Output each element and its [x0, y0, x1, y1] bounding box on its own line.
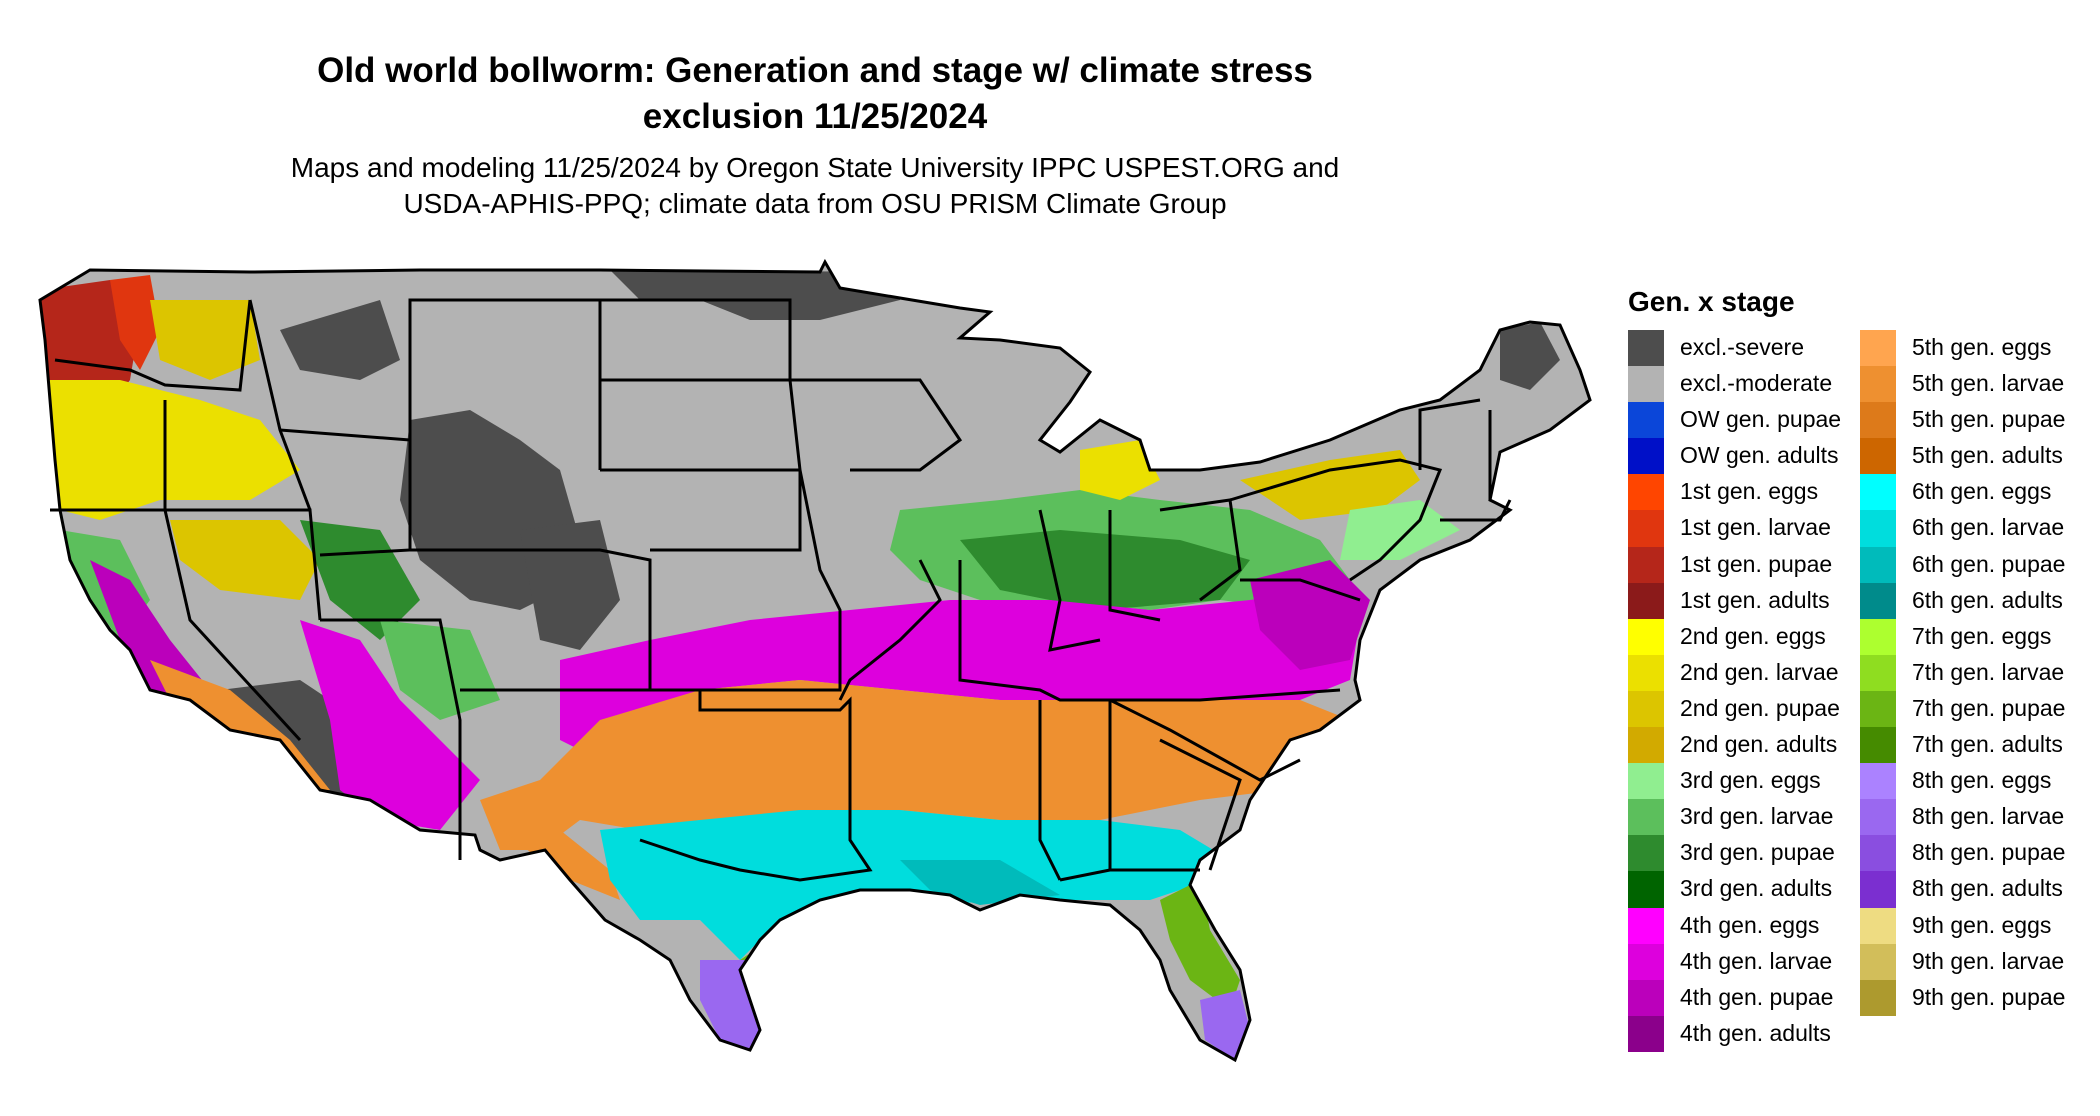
legend-label: 3rd gen. pupae — [1680, 839, 1835, 866]
legend-label: 4th gen. eggs — [1680, 911, 1820, 938]
legend-swatch — [1860, 366, 1896, 403]
legend-label: 5th gen. eggs — [1912, 334, 2052, 360]
legend-swatch — [1628, 727, 1664, 764]
legend-swatch — [1628, 654, 1664, 691]
legend-label: 1st gen. larvae — [1680, 514, 1831, 541]
legend-swatch — [1860, 546, 1896, 583]
legend-label: OW gen. pupae — [1680, 406, 1842, 433]
legend-label: OW gen. adults — [1680, 442, 1839, 469]
legend-swatch — [1860, 582, 1896, 619]
legend-label: 4th gen. larvae — [1680, 947, 1833, 974]
legend-swatch — [1628, 510, 1664, 547]
legend-swatch — [1860, 871, 1896, 908]
legend-label: 8th gen. eggs — [1912, 767, 2052, 794]
legend-swatch — [1628, 474, 1664, 511]
legend-label: 5th gen. larvae — [1912, 370, 2065, 397]
legend-swatch — [1628, 546, 1664, 583]
legend-label: 1st gen. eggs — [1680, 478, 1819, 505]
title-line-2: exclusion 11/25/2024 — [642, 97, 988, 136]
legend-swatch — [1860, 943, 1896, 980]
legend-title: Gen. x stage — [1628, 286, 1795, 317]
legend-label: 4th gen. pupae — [1680, 983, 1834, 1010]
legend-label: excl.-moderate — [1680, 370, 1833, 397]
legend-swatch — [1628, 690, 1664, 728]
legend-swatch — [1628, 330, 1664, 367]
map-subtitle: Maps and modeling 11/25/2024 by Oregon S… — [200, 150, 1430, 222]
legend-swatch — [1860, 474, 1896, 511]
legend-label: 8th gen. pupae — [1912, 839, 2066, 866]
legend-label: 2nd gen. eggs — [1680, 622, 1826, 649]
legend-swatch — [1860, 690, 1896, 728]
legend-swatch — [1628, 979, 1664, 1016]
legend-swatch — [1628, 871, 1664, 908]
title-line-1: Old world bollworm: Generation and stage… — [317, 51, 1313, 90]
map-title: Old world bollworm: Generation and stage… — [200, 48, 1430, 140]
legend-swatch — [1628, 763, 1664, 800]
legend-swatch — [1860, 402, 1896, 439]
legend-label: 3rd gen. larvae — [1680, 803, 1834, 830]
legend-swatch — [1860, 835, 1896, 872]
legend-label: 7th gen. pupae — [1912, 694, 2066, 721]
legend-label: 8th gen. adults — [1912, 875, 2063, 902]
legend-swatch — [1628, 907, 1664, 944]
legend-label: 7th gen. larvae — [1912, 658, 2065, 685]
legend-swatch — [1628, 1015, 1664, 1052]
subtitle-line-2: USDA-APHIS-PPQ; climate data from OSU PR… — [403, 188, 1227, 219]
legend-label: excl.-severe — [1680, 334, 1804, 360]
legend-label: 4th gen. adults — [1680, 1019, 1831, 1046]
legend-label: 5th gen. adults — [1912, 442, 2063, 469]
legend-swatch — [1628, 943, 1664, 980]
legend-swatch — [1860, 510, 1896, 547]
legend-label: 6th gen. pupae — [1912, 550, 2066, 577]
legend-swatch — [1860, 979, 1896, 1016]
legend-label: 6th gen. larvae — [1912, 514, 2065, 541]
legend-label: 9th gen. larvae — [1912, 947, 2065, 974]
legend-swatch — [1860, 763, 1896, 800]
legend-swatch — [1860, 799, 1896, 836]
legend-label: 3rd gen. eggs — [1680, 767, 1821, 794]
legend-label: 9th gen. eggs — [1912, 911, 2052, 938]
legend-swatch — [1860, 727, 1896, 764]
legend-swatch — [1628, 835, 1664, 872]
legend-swatch — [1628, 402, 1664, 439]
legend-label: 1st gen. pupae — [1680, 550, 1833, 577]
subtitle-line-1: Maps and modeling 11/25/2024 by Oregon S… — [290, 152, 1340, 183]
legend-swatch — [1860, 618, 1896, 655]
legend-swatch — [1628, 438, 1664, 475]
legend-label: 9th gen. pupae — [1912, 983, 2066, 1010]
legend-swatch — [1860, 438, 1896, 475]
legend-swatch — [1628, 582, 1664, 619]
legend-label: 1st gen. adults — [1680, 586, 1830, 613]
legend-label: 6th gen. adults — [1912, 586, 2063, 613]
legend-label: 7th gen. eggs — [1912, 622, 2052, 649]
legend-swatch — [1860, 654, 1896, 691]
legend-swatch — [1628, 366, 1664, 403]
us-map — [38, 260, 1592, 1062]
legend-label: 5th gen. pupae — [1912, 406, 2066, 433]
legend-swatch — [1628, 618, 1664, 655]
legend-swatch — [1860, 330, 1896, 367]
legend-label: 2nd gen. pupae — [1680, 694, 1840, 721]
legend-label: 8th gen. larvae — [1912, 803, 2065, 830]
legend-label: 2nd gen. adults — [1680, 731, 1838, 758]
state-borders — [38, 260, 1592, 1062]
legend-swatch — [1860, 907, 1896, 944]
legend-swatch — [1628, 799, 1664, 836]
legend-label: 7th gen. adults — [1912, 731, 2063, 758]
legend-label: 3rd gen. adults — [1680, 875, 1833, 902]
legend-label: 6th gen. eggs — [1912, 478, 2052, 505]
legend-label: 2nd gen. larvae — [1680, 658, 1839, 685]
